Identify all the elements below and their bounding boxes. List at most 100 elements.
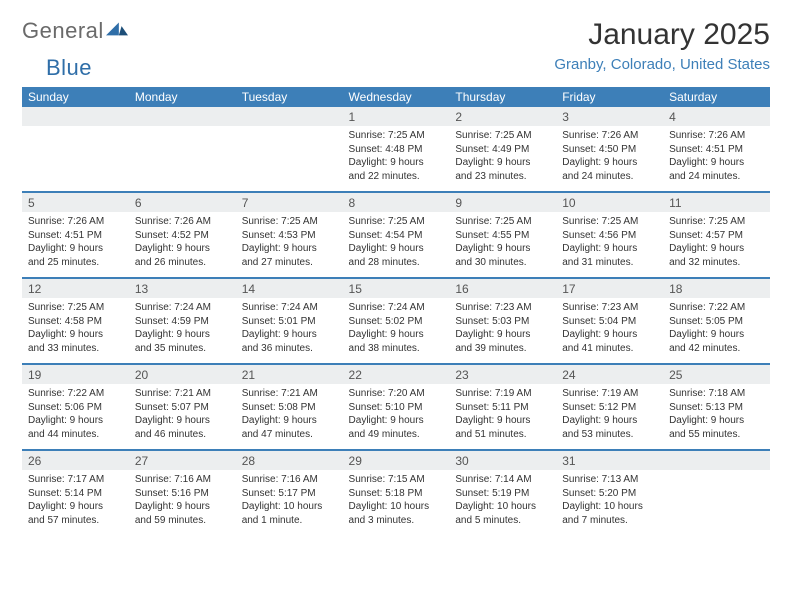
calendar-cell: 26Sunrise: 7:17 AMSunset: 5:14 PMDayligh… xyxy=(22,450,129,535)
day-line: Sunrise: 7:25 AM xyxy=(669,215,764,229)
calendar-table: Sunday Monday Tuesday Wednesday Thursday… xyxy=(22,87,770,535)
calendar-cell: 24Sunrise: 7:19 AMSunset: 5:12 PMDayligh… xyxy=(556,364,663,450)
day-line: and 28 minutes. xyxy=(349,256,444,270)
day-line: Sunrise: 7:24 AM xyxy=(135,301,230,315)
day-line: Daylight: 9 hours xyxy=(349,242,444,256)
logo: General xyxy=(22,18,128,44)
calendar-cell: 18Sunrise: 7:22 AMSunset: 5:05 PMDayligh… xyxy=(663,278,770,364)
day-body: Sunrise: 7:25 AMSunset: 4:54 PMDaylight:… xyxy=(343,212,450,277)
day-body: Sunrise: 7:26 AMSunset: 4:50 PMDaylight:… xyxy=(556,126,663,191)
day-number: 10 xyxy=(556,193,663,212)
day-line: Sunrise: 7:26 AM xyxy=(135,215,230,229)
day-line: Daylight: 9 hours xyxy=(135,414,230,428)
day-line: Daylight: 9 hours xyxy=(669,156,764,170)
day-number: 27 xyxy=(129,451,236,470)
day-line: Sunrise: 7:26 AM xyxy=(669,129,764,143)
day-number: 3 xyxy=(556,107,663,126)
day-line: and 51 minutes. xyxy=(455,428,550,442)
day-body: Sunrise: 7:24 AMSunset: 5:02 PMDaylight:… xyxy=(343,298,450,363)
day-line: Daylight: 9 hours xyxy=(349,328,444,342)
day-body: Sunrise: 7:21 AMSunset: 5:07 PMDaylight:… xyxy=(129,384,236,449)
day-body: Sunrise: 7:26 AMSunset: 4:52 PMDaylight:… xyxy=(129,212,236,277)
day-body: Sunrise: 7:25 AMSunset: 4:55 PMDaylight:… xyxy=(449,212,556,277)
day-line: Daylight: 9 hours xyxy=(455,156,550,170)
calendar-week-row: 1Sunrise: 7:25 AMSunset: 4:48 PMDaylight… xyxy=(22,107,770,192)
day-line: Sunset: 5:17 PM xyxy=(242,487,337,501)
calendar-cell: 13Sunrise: 7:24 AMSunset: 4:59 PMDayligh… xyxy=(129,278,236,364)
day-line: Daylight: 9 hours xyxy=(669,328,764,342)
day-line: Sunrise: 7:25 AM xyxy=(349,215,444,229)
day-body: Sunrise: 7:25 AMSunset: 4:53 PMDaylight:… xyxy=(236,212,343,277)
day-line: and 30 minutes. xyxy=(455,256,550,270)
day-number xyxy=(663,451,770,470)
day-line: and 32 minutes. xyxy=(669,256,764,270)
day-line: Daylight: 9 hours xyxy=(455,242,550,256)
calendar-cell: 12Sunrise: 7:25 AMSunset: 4:58 PMDayligh… xyxy=(22,278,129,364)
day-number: 6 xyxy=(129,193,236,212)
day-line: Sunrise: 7:13 AM xyxy=(562,473,657,487)
day-line: Daylight: 9 hours xyxy=(562,328,657,342)
calendar-cell: 27Sunrise: 7:16 AMSunset: 5:16 PMDayligh… xyxy=(129,450,236,535)
calendar-cell: 25Sunrise: 7:18 AMSunset: 5:13 PMDayligh… xyxy=(663,364,770,450)
day-label: Thursday xyxy=(449,87,556,107)
day-body: Sunrise: 7:16 AMSunset: 5:17 PMDaylight:… xyxy=(236,470,343,535)
day-line: Sunrise: 7:19 AM xyxy=(455,387,550,401)
day-line: Daylight: 9 hours xyxy=(455,414,550,428)
day-label: Sunday xyxy=(22,87,129,107)
day-line: and 42 minutes. xyxy=(669,342,764,356)
day-line: Sunrise: 7:18 AM xyxy=(669,387,764,401)
calendar-cell xyxy=(236,107,343,192)
day-label: Friday xyxy=(556,87,663,107)
calendar-cell: 5Sunrise: 7:26 AMSunset: 4:51 PMDaylight… xyxy=(22,192,129,278)
day-line: Daylight: 9 hours xyxy=(349,414,444,428)
day-number: 18 xyxy=(663,279,770,298)
day-body: Sunrise: 7:18 AMSunset: 5:13 PMDaylight:… xyxy=(663,384,770,449)
calendar-cell: 7Sunrise: 7:25 AMSunset: 4:53 PMDaylight… xyxy=(236,192,343,278)
day-line: and 47 minutes. xyxy=(242,428,337,442)
calendar-cell: 22Sunrise: 7:20 AMSunset: 5:10 PMDayligh… xyxy=(343,364,450,450)
day-line: Sunrise: 7:23 AM xyxy=(562,301,657,315)
day-line: Sunrise: 7:25 AM xyxy=(28,301,123,315)
location-text: Granby, Colorado, United States xyxy=(554,56,770,73)
day-line: Daylight: 9 hours xyxy=(28,328,123,342)
day-number: 11 xyxy=(663,193,770,212)
day-body: Sunrise: 7:21 AMSunset: 5:08 PMDaylight:… xyxy=(236,384,343,449)
day-line: Sunset: 4:56 PM xyxy=(562,229,657,243)
day-number: 4 xyxy=(663,107,770,126)
day-number: 12 xyxy=(22,279,129,298)
day-line: Sunset: 4:57 PM xyxy=(669,229,764,243)
calendar-cell: 11Sunrise: 7:25 AMSunset: 4:57 PMDayligh… xyxy=(663,192,770,278)
day-label: Wednesday xyxy=(343,87,450,107)
day-number: 29 xyxy=(343,451,450,470)
day-body: Sunrise: 7:16 AMSunset: 5:16 PMDaylight:… xyxy=(129,470,236,535)
day-line: Sunrise: 7:19 AM xyxy=(562,387,657,401)
day-line: Sunset: 4:51 PM xyxy=(669,143,764,157)
day-label: Saturday xyxy=(663,87,770,107)
day-body: Sunrise: 7:25 AMSunset: 4:57 PMDaylight:… xyxy=(663,212,770,277)
day-number: 28 xyxy=(236,451,343,470)
calendar-cell: 20Sunrise: 7:21 AMSunset: 5:07 PMDayligh… xyxy=(129,364,236,450)
calendar-cell: 30Sunrise: 7:14 AMSunset: 5:19 PMDayligh… xyxy=(449,450,556,535)
day-body: Sunrise: 7:19 AMSunset: 5:11 PMDaylight:… xyxy=(449,384,556,449)
day-line: Sunset: 5:04 PM xyxy=(562,315,657,329)
day-line: Sunrise: 7:24 AM xyxy=(242,301,337,315)
calendar-cell: 1Sunrise: 7:25 AMSunset: 4:48 PMDaylight… xyxy=(343,107,450,192)
day-line: Daylight: 9 hours xyxy=(562,242,657,256)
day-line: Daylight: 9 hours xyxy=(349,156,444,170)
day-line: Sunset: 5:20 PM xyxy=(562,487,657,501)
calendar-week-row: 5Sunrise: 7:26 AMSunset: 4:51 PMDaylight… xyxy=(22,192,770,278)
day-body: Sunrise: 7:22 AMSunset: 5:05 PMDaylight:… xyxy=(663,298,770,363)
day-line: and 7 minutes. xyxy=(562,514,657,528)
day-body: Sunrise: 7:26 AMSunset: 4:51 PMDaylight:… xyxy=(22,212,129,277)
day-line: Sunrise: 7:26 AM xyxy=(562,129,657,143)
day-line: and 55 minutes. xyxy=(669,428,764,442)
day-number: 26 xyxy=(22,451,129,470)
day-line: and 25 minutes. xyxy=(28,256,123,270)
calendar-cell: 29Sunrise: 7:15 AMSunset: 5:18 PMDayligh… xyxy=(343,450,450,535)
day-line: Sunrise: 7:14 AM xyxy=(455,473,550,487)
day-line: and 38 minutes. xyxy=(349,342,444,356)
day-line: Daylight: 9 hours xyxy=(562,414,657,428)
day-line: Sunrise: 7:20 AM xyxy=(349,387,444,401)
calendar-cell: 6Sunrise: 7:26 AMSunset: 4:52 PMDaylight… xyxy=(129,192,236,278)
calendar-cell: 8Sunrise: 7:25 AMSunset: 4:54 PMDaylight… xyxy=(343,192,450,278)
